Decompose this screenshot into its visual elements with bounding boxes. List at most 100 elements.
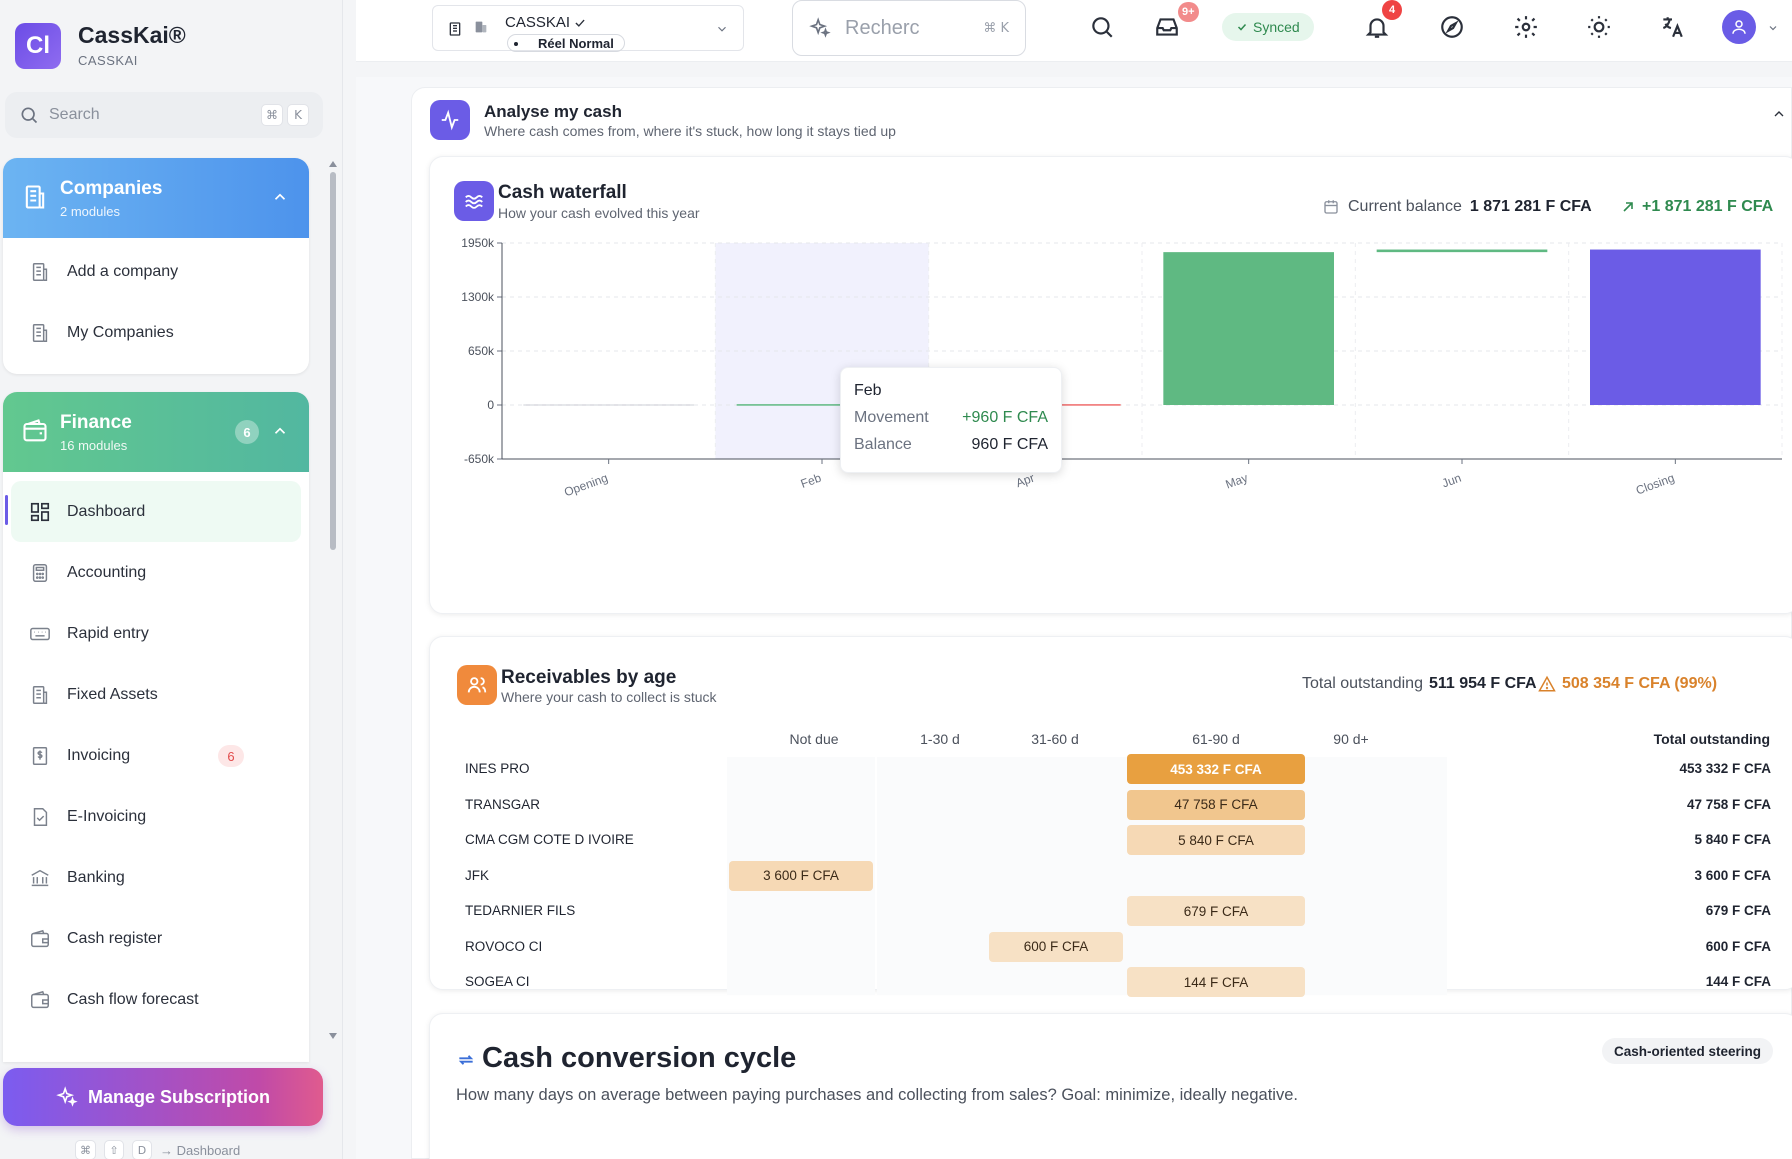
sidebar: Cl CassKai® CASSKAI Search ⌘ K Companies…	[0, 0, 343, 1159]
table-row[interactable]: TRANSGAR 47 758 F CFA 47 758 F CFA	[465, 789, 1775, 821]
sparkles-icon	[56, 1086, 78, 1107]
kbd-k: K	[1000, 20, 1009, 36]
sidebar-item-cash-register[interactable]: Cash register	[3, 908, 309, 969]
table-row[interactable]: INES PRO 453 332 F CFA 453 332 F CFA	[465, 753, 1775, 785]
card-subtitle: How many days on average between paying …	[456, 1086, 1298, 1104]
sidebar-item-invoicing[interactable]: Invoicing 6	[3, 725, 309, 786]
card-subtitle: Where your cash to collect is stuck	[501, 689, 717, 705]
sidebar-group-finance: Finance 16 modules 6 Dashboard Accountin…	[3, 392, 309, 1062]
sidebar-group-finance-header[interactable]: Finance 16 modules 6	[3, 392, 309, 472]
waterfall-bar	[1590, 249, 1761, 405]
x-tick-label: May	[1224, 471, 1250, 492]
customer-name: ROVOCO CI	[465, 938, 543, 954]
user-avatar[interactable]	[1722, 10, 1756, 44]
aging-cell[interactable]: 600 F CFA	[989, 931, 1123, 962]
waterfall-chart: 1950k 1300k 650k 0 -650k Opening Feb Apr May Jun C…	[461, 236, 1783, 500]
chevron-up-icon[interactable]	[1771, 106, 1787, 122]
chevron-up-icon[interactable]	[271, 422, 289, 440]
x-tick-label: Jun	[1440, 471, 1463, 491]
compass-icon[interactable]	[1439, 14, 1465, 40]
sidebar-item-label: Cash flow forecast	[67, 990, 199, 1008]
aging-cell[interactable]: 47 758 F CFA	[1127, 789, 1305, 820]
app-subtitle: CASSKAI	[78, 53, 138, 68]
aging-column-bg	[877, 757, 987, 995]
sparkles-icon	[809, 17, 831, 38]
aging-cell[interactable]: 3 600 F CFA	[729, 860, 873, 891]
customer-name: INES PRO	[465, 761, 530, 776]
table-row[interactable]: JFK 3 600 F CFA 3 600 F CFA	[465, 860, 1775, 892]
table-row[interactable]: SOGEA CI 144 F CFA 144 F CFA	[465, 966, 1775, 998]
main-content: Analyse my cash Where cash comes from, w…	[356, 77, 1792, 1159]
row-total: 3 600 F CFA	[1694, 867, 1771, 883]
sidebar-item-cash-flow-forecast[interactable]: Cash flow forecast	[3, 969, 309, 1030]
card-title: Cash waterfall	[498, 182, 627, 203]
sidebar-item-my-companies[interactable]: My Companies	[3, 302, 309, 363]
warning-icon	[1538, 675, 1556, 692]
aging-cell[interactable]: 144 F CFA	[1127, 967, 1305, 997]
tooltip-movement-value: +960 F CFA	[962, 409, 1048, 426]
customer-name: CMA CGM COTE D IVOIRE	[465, 832, 634, 847]
sidebar-item-banking[interactable]: Banking	[3, 847, 309, 908]
column-header: 90 d+	[1333, 731, 1369, 747]
app-logo[interactable]: Cl	[15, 23, 61, 69]
waterfall-bar	[1376, 249, 1548, 253]
sidebar-item-label: Invoicing	[67, 746, 131, 764]
sidebar-item-fixed-assets[interactable]: Fixed Assets	[3, 664, 309, 725]
total-value: 511 954 F CFA	[1428, 675, 1537, 692]
table-row[interactable]: TEDARNIER FILS 679 F CFA 679 F CFA	[465, 895, 1775, 927]
waterfall-bar	[1163, 252, 1334, 405]
sidebar-item-e-invoicing[interactable]: E-Invoicing	[3, 786, 309, 847]
sidebar-item-label: Banking	[67, 868, 125, 886]
app-title: CassKai®	[78, 22, 186, 48]
table-row[interactable]: CMA CGM COTE D IVOIRE 5 840 F CFA 5 840 F …	[465, 824, 1775, 856]
global-search-input[interactable]: Recherc ⌘ K	[792, 0, 1026, 56]
inbox-icon[interactable]	[1154, 14, 1180, 40]
global-search-placeholder: Recherc	[845, 16, 920, 39]
aging-cell[interactable]: 5 840 F CFA	[1127, 825, 1305, 855]
row-total: 47 758 F CFA	[1686, 796, 1771, 812]
shortcut-target: → Dashboard	[160, 1142, 241, 1158]
translate-icon[interactable]	[1659, 14, 1685, 40]
gear-icon[interactable]	[1513, 14, 1539, 40]
search-icon	[21, 107, 38, 124]
aging-cell[interactable]: 453 332 F CFA	[1127, 754, 1305, 784]
bell-icon[interactable]	[1364, 14, 1390, 40]
sync-status-badge[interactable]: Synced	[1222, 13, 1314, 41]
tooltip-balance-label: Balance	[854, 436, 912, 453]
sidebar-scrollbar[interactable]	[328, 160, 338, 1040]
total-label: Total outstanding	[1302, 675, 1423, 692]
scrollbar-thumb[interactable]	[330, 172, 336, 550]
chevron-down-icon	[718, 26, 726, 32]
tooltip-movement-label: Movement	[854, 409, 929, 426]
table-row[interactable]: ROVOCO CI 600 F CFA 600 F CFA	[465, 931, 1775, 963]
sidebar-item-add-company[interactable]: Add a company	[3, 241, 309, 302]
scroll-down-icon[interactable]	[328, 1032, 338, 1040]
x-tick-label: Opening	[562, 471, 609, 500]
sun-icon[interactable]	[1586, 14, 1612, 40]
sidebar-item-rapid-entry[interactable]: Rapid entry	[3, 603, 309, 664]
customer-name: SOGEA CI	[465, 974, 530, 989]
sidebar-group-companies-header[interactable]: Companies 2 modules	[3, 158, 309, 238]
column-header: 31-60 d	[1031, 731, 1079, 747]
aging-cell[interactable]: 679 F CFA	[1127, 896, 1305, 926]
search-icon[interactable]	[1089, 14, 1115, 40]
sidebar-item-accounting[interactable]: Accounting	[3, 542, 309, 603]
company-selector[interactable]: CASSKAI Réel Normal	[432, 5, 744, 52]
sidebar-search-input[interactable]: Search ⌘ K	[5, 92, 323, 138]
invoicing-count-badge: 6	[218, 745, 244, 767]
y-tick-label: 1950k	[461, 236, 495, 250]
column-header: 1-30 d	[920, 731, 960, 747]
check-icon	[1237, 23, 1247, 31]
tooltip-title: Feb	[854, 382, 882, 399]
customer-name: TEDARNIER FILS	[465, 903, 576, 918]
sidebar-item-dashboard[interactable]: Dashboard	[5, 481, 301, 542]
row-total: 679 F CFA	[1705, 903, 1771, 918]
notifications-badge: 4	[1382, 0, 1402, 20]
chevron-down-icon[interactable]	[1767, 22, 1779, 34]
scroll-up-icon[interactable]	[328, 160, 338, 168]
manage-subscription-button[interactable]: Manage Subscription	[3, 1068, 323, 1126]
users-icon	[457, 665, 497, 705]
chevron-up-icon[interactable]	[271, 188, 289, 206]
document-check-icon	[33, 807, 48, 826]
x-tick-label: Feb	[799, 471, 824, 491]
